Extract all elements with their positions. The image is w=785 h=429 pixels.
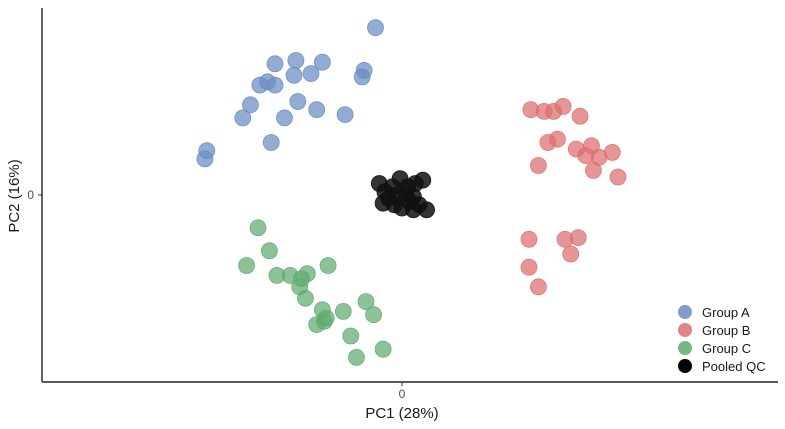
data-point — [530, 278, 547, 296]
y-tick-label: 0 — [27, 188, 34, 202]
data-point — [365, 306, 383, 324]
data-point — [530, 157, 547, 174]
legend-label: Group A — [702, 305, 750, 320]
data-point — [336, 106, 354, 123]
legend-swatch-icon — [678, 341, 692, 355]
data-point — [285, 66, 303, 84]
data-point — [571, 107, 589, 125]
series-group-c — [238, 219, 392, 366]
data-point — [241, 96, 259, 114]
data-point — [569, 229, 587, 247]
legend: Group A Group B Group C Pooled QC — [678, 305, 766, 374]
legend-label: Group B — [702, 323, 750, 338]
data-point — [266, 76, 284, 94]
data-point — [367, 19, 384, 37]
data-point — [414, 171, 432, 189]
series-group-a — [196, 19, 384, 168]
data-point — [262, 134, 280, 151]
data-point — [266, 55, 284, 73]
series-pooled-qc — [370, 170, 436, 219]
legend-item-group-a[interactable]: Group A — [678, 305, 750, 320]
legend-item-pooled-qc[interactable]: Pooled QC — [678, 359, 766, 374]
y-axis-title: PC2 (16%) — [6, 159, 23, 232]
data-point — [357, 293, 375, 311]
data-point — [251, 76, 269, 94]
data-point — [374, 340, 392, 358]
data-point — [334, 302, 352, 320]
data-point — [319, 257, 337, 274]
data-point — [549, 130, 566, 148]
data-point — [342, 327, 360, 345]
data-point — [296, 289, 314, 307]
data-point — [380, 189, 398, 207]
data-point — [520, 258, 538, 276]
data-point — [196, 150, 214, 168]
data-point — [313, 53, 331, 71]
data-point — [404, 201, 422, 219]
data-point — [276, 109, 293, 127]
data-point — [609, 168, 627, 186]
x-tick-label: 0 — [399, 387, 406, 401]
data-point — [353, 68, 371, 86]
data-point — [249, 219, 267, 237]
data-point — [399, 178, 417, 196]
data-point — [287, 52, 305, 69]
x-axis-title: PC1 (28%) — [365, 405, 438, 422]
data-point — [348, 348, 365, 366]
data-point — [234, 109, 252, 127]
data-point — [520, 230, 538, 248]
data-point — [238, 257, 256, 274]
data-point — [260, 242, 278, 260]
legend-item-group-c[interactable]: Group C — [678, 341, 751, 356]
legend-swatch-icon — [678, 359, 692, 373]
data-point — [554, 98, 572, 115]
legend-swatch-icon — [678, 305, 692, 319]
data-point — [289, 93, 307, 110]
data-point — [308, 101, 326, 119]
legend-swatch-icon — [678, 323, 692, 337]
data-point — [317, 309, 335, 327]
legend-item-group-b[interactable]: Group B — [678, 323, 750, 338]
data-point — [603, 143, 621, 161]
series-group-b — [520, 98, 627, 296]
legend-label: Group C — [702, 341, 751, 356]
points-layer — [196, 19, 627, 366]
data-point — [302, 65, 320, 82]
data-point — [585, 161, 602, 179]
legend-label: Pooled QC — [702, 359, 766, 374]
data-point — [562, 245, 580, 263]
